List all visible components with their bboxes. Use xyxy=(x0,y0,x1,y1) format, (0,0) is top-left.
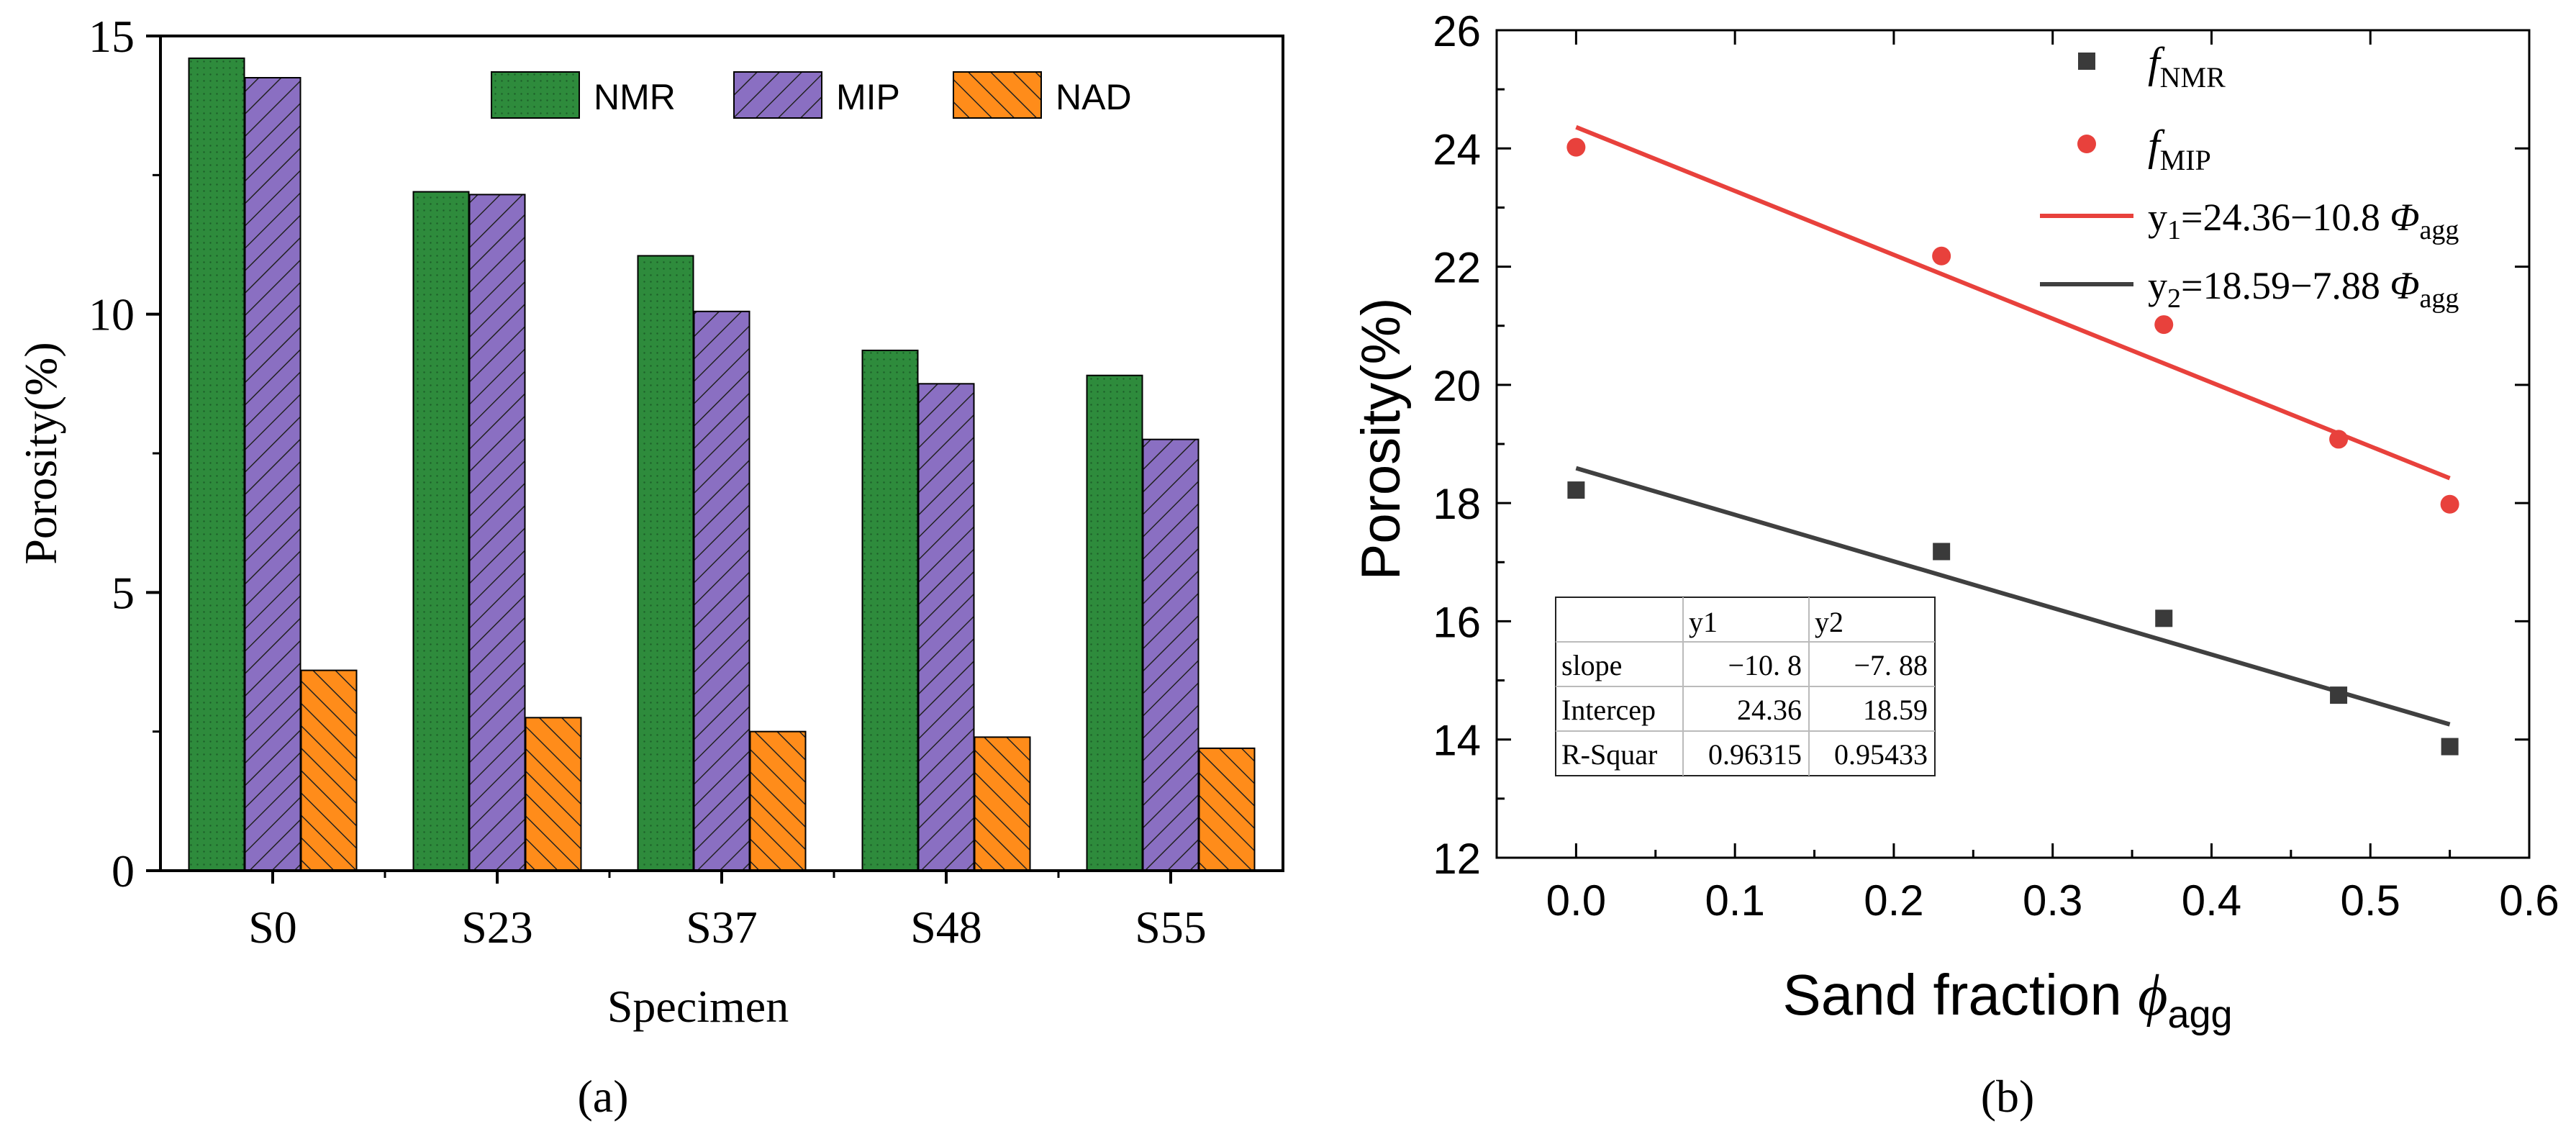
bar-nad xyxy=(525,717,582,871)
x-tick-label: 0.1 xyxy=(1705,876,1764,925)
bar-nad xyxy=(1198,747,1256,872)
bar-nmr xyxy=(1086,374,1143,871)
point-mip xyxy=(1566,137,1586,157)
bar-nmr xyxy=(412,191,470,871)
legend-marker-mip xyxy=(2077,135,2096,153)
x-tick-label: 0.0 xyxy=(1546,876,1606,925)
point-mip xyxy=(1932,246,1951,266)
y-axis-label: Porosity(%) xyxy=(1351,298,1412,581)
panel-label-b: (b) xyxy=(1981,1071,2035,1122)
legend-swatch-nad xyxy=(953,71,1042,119)
point-mip xyxy=(2329,430,2349,449)
point-nmr xyxy=(1567,481,1585,499)
stats-table-row-label: R-Squar xyxy=(1561,738,1657,771)
point-nmr xyxy=(2441,738,2459,756)
legend-label-nmr: fNMR xyxy=(2148,39,2226,94)
bar-series-group xyxy=(188,57,1256,872)
x-tick-label: 0.6 xyxy=(2499,876,2559,925)
legend-swatch-nmr xyxy=(491,71,580,119)
y-tick-label: 26 xyxy=(1433,7,1481,55)
x-tick-label: 0.2 xyxy=(1864,876,1923,925)
stats-table-cell: −10. 8 xyxy=(1728,649,1802,681)
fit-lines xyxy=(1575,124,2451,727)
bar-nad xyxy=(300,669,358,871)
legend-label-nad: NAD xyxy=(1056,77,1132,117)
stats-table-header: y2 xyxy=(1815,606,1843,638)
x-axis-label: Specimen xyxy=(607,981,789,1032)
legend-label-fit-y1: y1=24.36−10.8 Φagg xyxy=(2148,196,2459,245)
x-tick-label: S23 xyxy=(461,902,533,953)
point-mip xyxy=(2154,315,2174,335)
axes: S0 S23 S37 S48 S55 0 5 10 15 xyxy=(89,11,1207,953)
bar-mip xyxy=(1142,438,1199,871)
x-tick-label: S48 xyxy=(910,902,982,953)
bar-nmr xyxy=(188,57,245,871)
point-nmr xyxy=(1933,543,1951,561)
y-tick-label: 22 xyxy=(1433,244,1481,292)
y-tick-label: 14 xyxy=(1433,717,1481,765)
stats-table-cell: 0.95433 xyxy=(1834,738,1928,771)
stats-table-cell: 18.59 xyxy=(1863,694,1928,726)
point-nmr xyxy=(2155,609,2173,627)
y-tick-label: 18 xyxy=(1433,480,1481,528)
y-tick-label: 16 xyxy=(1433,598,1481,646)
x-tick-label: S37 xyxy=(686,902,758,953)
bar-mip xyxy=(917,383,975,871)
bar-nad xyxy=(749,730,807,872)
point-mip xyxy=(2440,494,2459,514)
legend-label-nmr: NMR xyxy=(594,77,676,117)
y-tick-label: 5 xyxy=(112,567,135,618)
x-axis-label: Sand fraction ϕagg xyxy=(1782,963,2232,1036)
data-points xyxy=(1566,137,2459,756)
stats-table-cell: 0.96315 xyxy=(1708,738,1802,771)
y-tick-label: 24 xyxy=(1433,125,1481,173)
stats-table-cell: 24.36 xyxy=(1737,694,1802,726)
fit-line-y1 xyxy=(1575,124,2451,481)
x-tick-label: 0.5 xyxy=(2341,876,2400,925)
stats-table: y1 y2 slope −10. 8 −7. 88 Intercep 24.36 18.59 R… xyxy=(1555,597,1936,776)
x-tick-label: S0 xyxy=(248,902,297,953)
x-tick-label: 0.4 xyxy=(2182,876,2241,925)
point-nmr xyxy=(2330,686,2348,704)
y-tick-label: 15 xyxy=(89,11,135,62)
legend: fNMR fMIP y1=24.36−10.8 Φagg y2=18.59−7.88 … xyxy=(2040,39,2459,314)
stats-table-header: y1 xyxy=(1689,606,1718,638)
y-tick-label: 0 xyxy=(112,845,135,897)
y-axis-label: Porosity(%) xyxy=(15,342,66,564)
bar-mip xyxy=(244,77,301,871)
panel-label-a: (a) xyxy=(577,1071,628,1122)
legend-marker-nmr xyxy=(2078,53,2095,70)
legend-label-fit-y2: y2=18.59−7.88 Φagg xyxy=(2148,264,2459,314)
bar-nad xyxy=(974,736,1031,872)
fit-line-y2 xyxy=(1575,466,2451,727)
scatter-chart-panel-b: 0.0 0.1 0.2 0.3 0.4 0.5 0.6 12 14 16 18 20 22 24 26 fN… xyxy=(1351,7,2559,1122)
axes: 0.0 0.1 0.2 0.3 0.4 0.5 0.6 12 14 16 18 20 22 24 26 xyxy=(1433,7,2559,925)
legend: NMR MIP NAD xyxy=(491,71,1132,119)
y-tick-label: 12 xyxy=(1433,835,1481,883)
bar-mip xyxy=(468,194,526,871)
y-tick-label: 20 xyxy=(1433,362,1481,410)
bar-mip xyxy=(693,310,750,871)
stats-table-cell: −7. 88 xyxy=(1854,649,1928,681)
x-tick-label: 0.3 xyxy=(2023,876,2082,925)
y-tick-label: 10 xyxy=(89,289,135,340)
legend-label-mip: MIP xyxy=(836,77,900,117)
x-tick-label: S55 xyxy=(1135,902,1207,953)
bar-nmr xyxy=(861,349,919,871)
bar-nmr xyxy=(637,255,694,871)
stats-table-row-label: slope xyxy=(1561,649,1622,681)
legend-label-mip: fMIP xyxy=(2148,122,2211,176)
legend-swatch-mip xyxy=(733,71,822,119)
stats-table-row-label: Intercep xyxy=(1561,694,1656,726)
